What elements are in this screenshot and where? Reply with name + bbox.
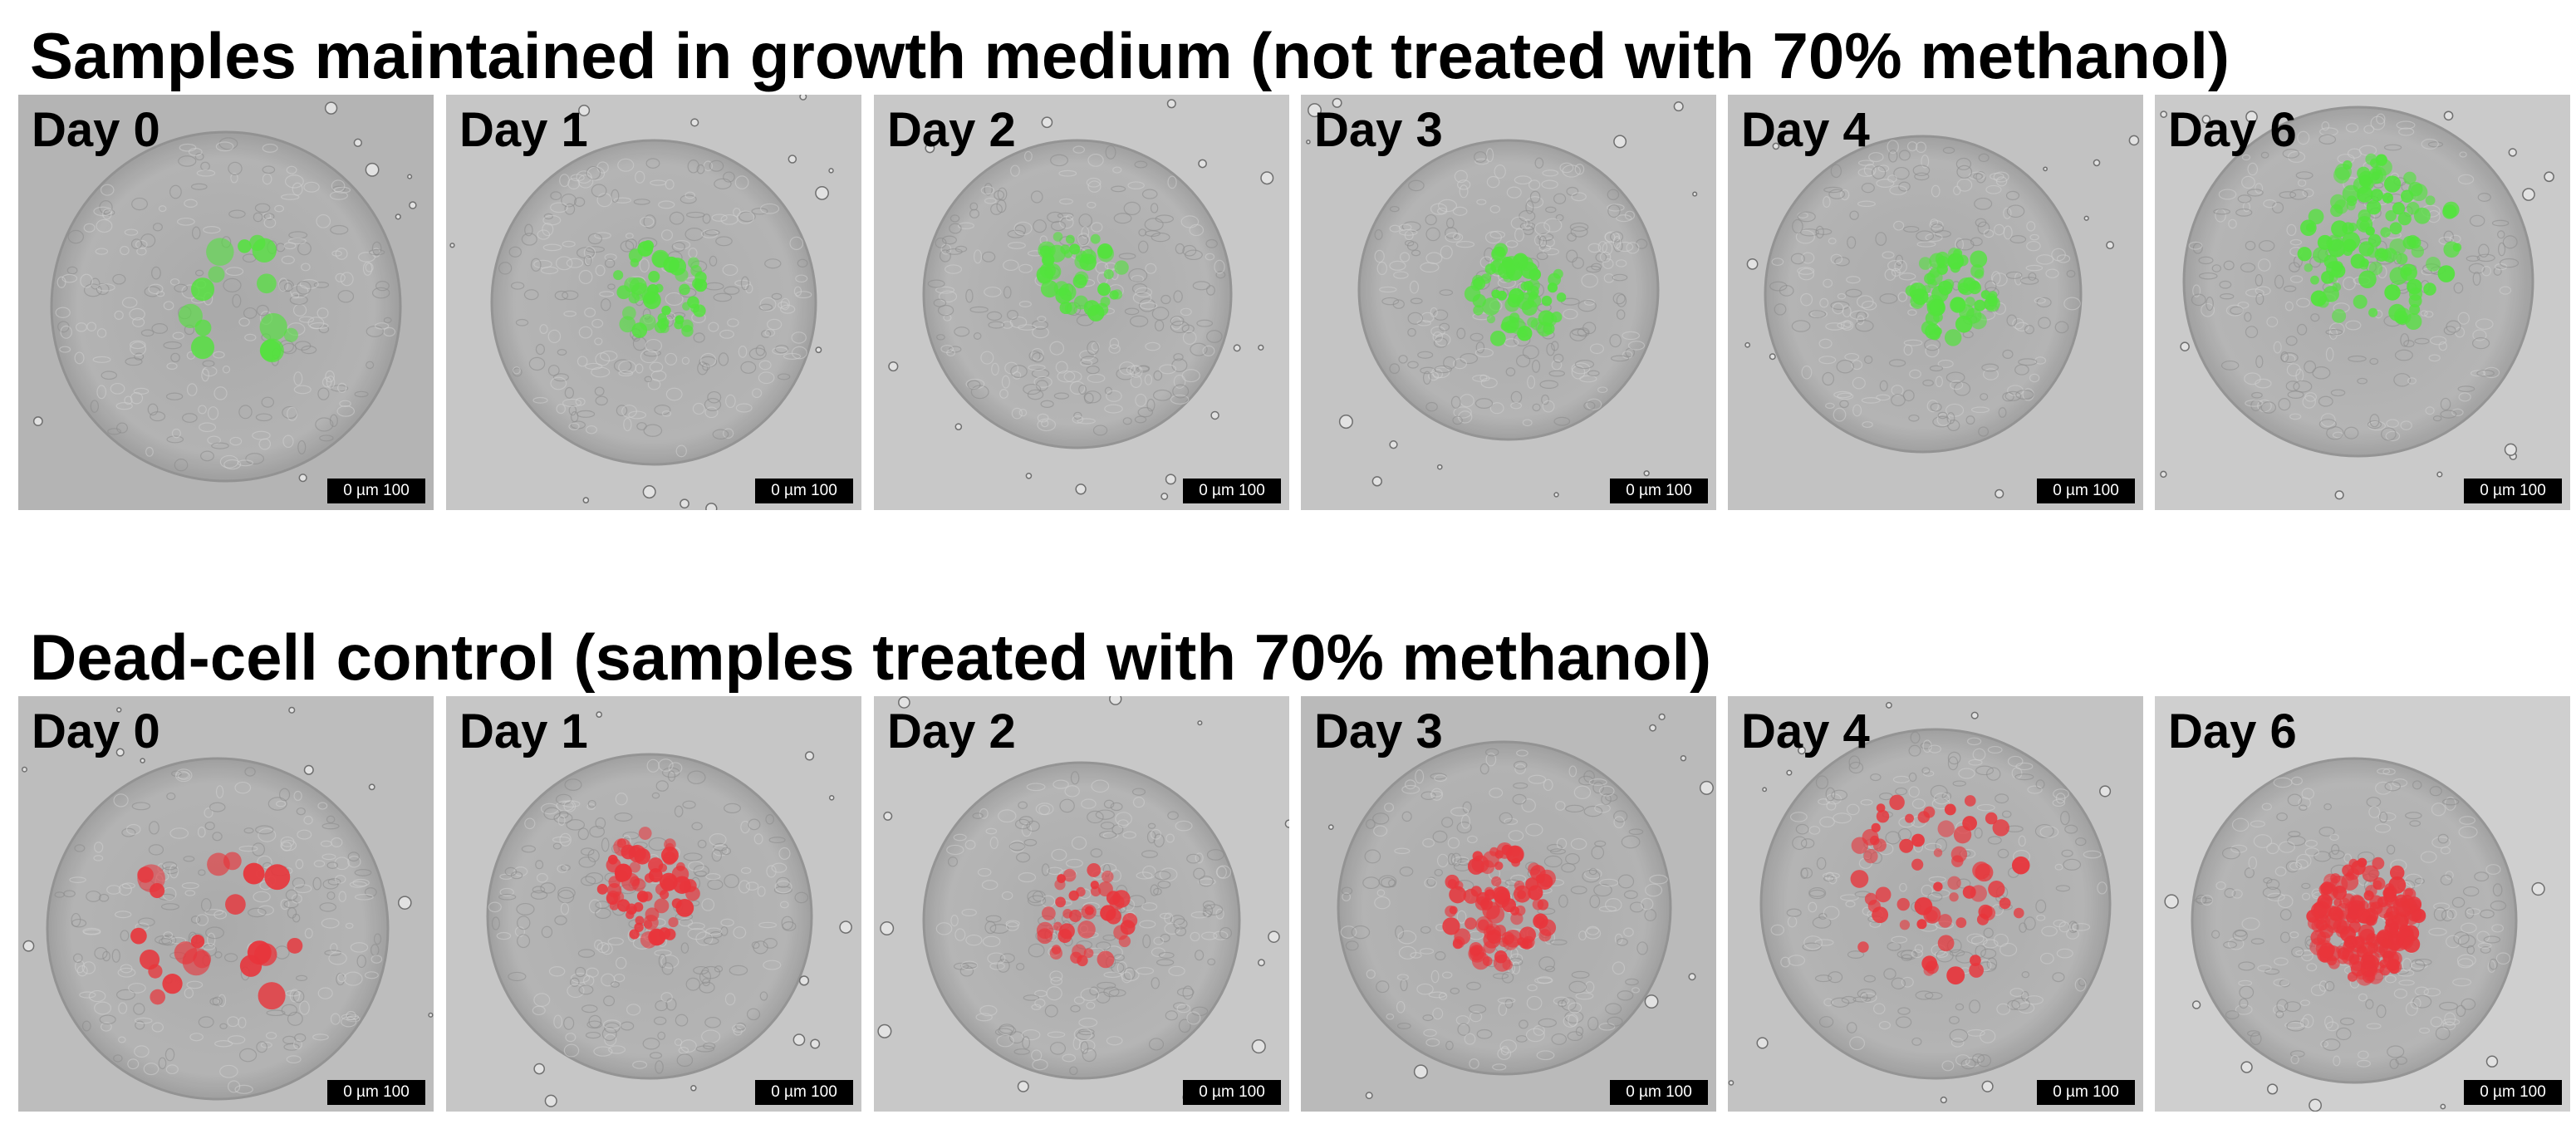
micrograph-image: [1306, 97, 1698, 498]
image-row-growth-medium: Day 0 0 µm 100 Day 1 0 µm 100 Day 2 0 µm…: [0, 95, 2576, 510]
day-label: Day 2: [887, 704, 1016, 758]
micrograph-image: [1327, 713, 1714, 1103]
micrograph-panel: Day 3 0 µm 100: [1301, 95, 1716, 510]
micrograph-panel: Day 2 0 µm 100: [874, 95, 1289, 510]
micrograph-panel: Day 4 0 µm 100: [1728, 95, 2143, 510]
micrograph-panel: Day 6 0 µm 100: [2155, 696, 2570, 1112]
scale-bar: 0 µm 100: [327, 479, 425, 503]
scale-bar-text: 0 µm 100: [1199, 482, 1265, 499]
scale-bar: 0 µm 100: [1183, 479, 1281, 503]
day-label: Day 3: [1314, 103, 1443, 157]
day-label: Day 1: [459, 103, 588, 157]
row-title-dead-cell-control: Dead-cell control (samples treated with …: [30, 621, 1712, 694]
day-label: Day 0: [32, 704, 160, 758]
scale-bar-text: 0 µm 100: [343, 482, 410, 499]
scale-bar: 0 µm 100: [2464, 1080, 2562, 1105]
micrograph-panel: Day 1 0 µm 100: [446, 95, 861, 510]
scale-bar: 0 µm 100: [1183, 1080, 1281, 1105]
scale-bar-text: 0 µm 100: [1626, 482, 1692, 499]
row-title-growth-medium: Samples maintained in growth medium (not…: [30, 19, 2230, 92]
scale-bar-text: 0 µm 100: [2053, 1083, 2119, 1101]
day-label: Day 4: [1741, 103, 1870, 157]
micrograph-panel: Day 1 0 µm 100: [446, 696, 861, 1112]
micrograph-panel: Day 0 0 µm 100: [18, 696, 434, 1112]
day-label: Day 0: [32, 103, 160, 157]
micrograph-image: [2160, 106, 2554, 500]
micrograph-panel: Day 2 0 µm 100: [874, 696, 1289, 1112]
scale-bar-text: 0 µm 100: [2480, 1083, 2546, 1101]
micrograph-panel: Day 4 0 µm 100: [1728, 696, 2143, 1112]
micrograph-image: [449, 95, 834, 510]
scale-bar: 0 µm 100: [327, 1080, 425, 1105]
day-label: Day 1: [459, 704, 588, 758]
scale-bar: 0 µm 100: [2037, 479, 2135, 503]
day-label: Day 3: [1314, 704, 1443, 758]
day-label: Day 6: [2168, 704, 2297, 758]
day-label: Day 2: [887, 103, 1016, 157]
scale-bar-text: 0 µm 100: [343, 1083, 410, 1101]
day-label: Day 6: [2168, 103, 2297, 157]
micrograph-image: [1728, 701, 2112, 1104]
micrograph-panel: Day 0 0 µm 100: [18, 95, 434, 510]
scale-bar-text: 0 µm 100: [2053, 482, 2119, 499]
micrograph-image: [2164, 757, 2545, 1112]
scale-bar-text: 0 µm 100: [1199, 1083, 1265, 1101]
micrograph-image: [32, 101, 417, 483]
scale-bar-text: 0 µm 100: [1626, 1083, 1692, 1101]
scale-bar: 0 µm 100: [2464, 479, 2562, 503]
scale-bar: 0 µm 100: [2037, 1080, 2135, 1105]
scale-bar: 0 µm 100: [755, 1080, 853, 1105]
scale-bar: 0 µm 100: [755, 479, 853, 503]
micrograph-image: [888, 99, 1274, 500]
scale-bar: 0 µm 100: [1610, 479, 1708, 503]
micrograph-image: [22, 706, 434, 1101]
micrograph-panel: Day 6 0 µm 100: [2155, 95, 2570, 510]
image-row-dead-cell-control: Day 0 0 µm 100 Day 1 0 µm 100 Day 2 0 µm…: [0, 696, 2576, 1112]
scale-bar-text: 0 µm 100: [2480, 482, 2546, 499]
scale-bar-text: 0 µm 100: [771, 482, 837, 499]
micrograph-image: [486, 711, 852, 1107]
scale-bar: 0 µm 100: [1610, 1080, 1708, 1105]
micrograph-panel: Day 3 0 µm 100: [1301, 696, 1716, 1112]
micrograph-image: [1744, 135, 2140, 498]
scale-bar-text: 0 µm 100: [771, 1083, 837, 1101]
day-label: Day 4: [1741, 704, 1870, 758]
micrograph-image: [877, 696, 1289, 1102]
